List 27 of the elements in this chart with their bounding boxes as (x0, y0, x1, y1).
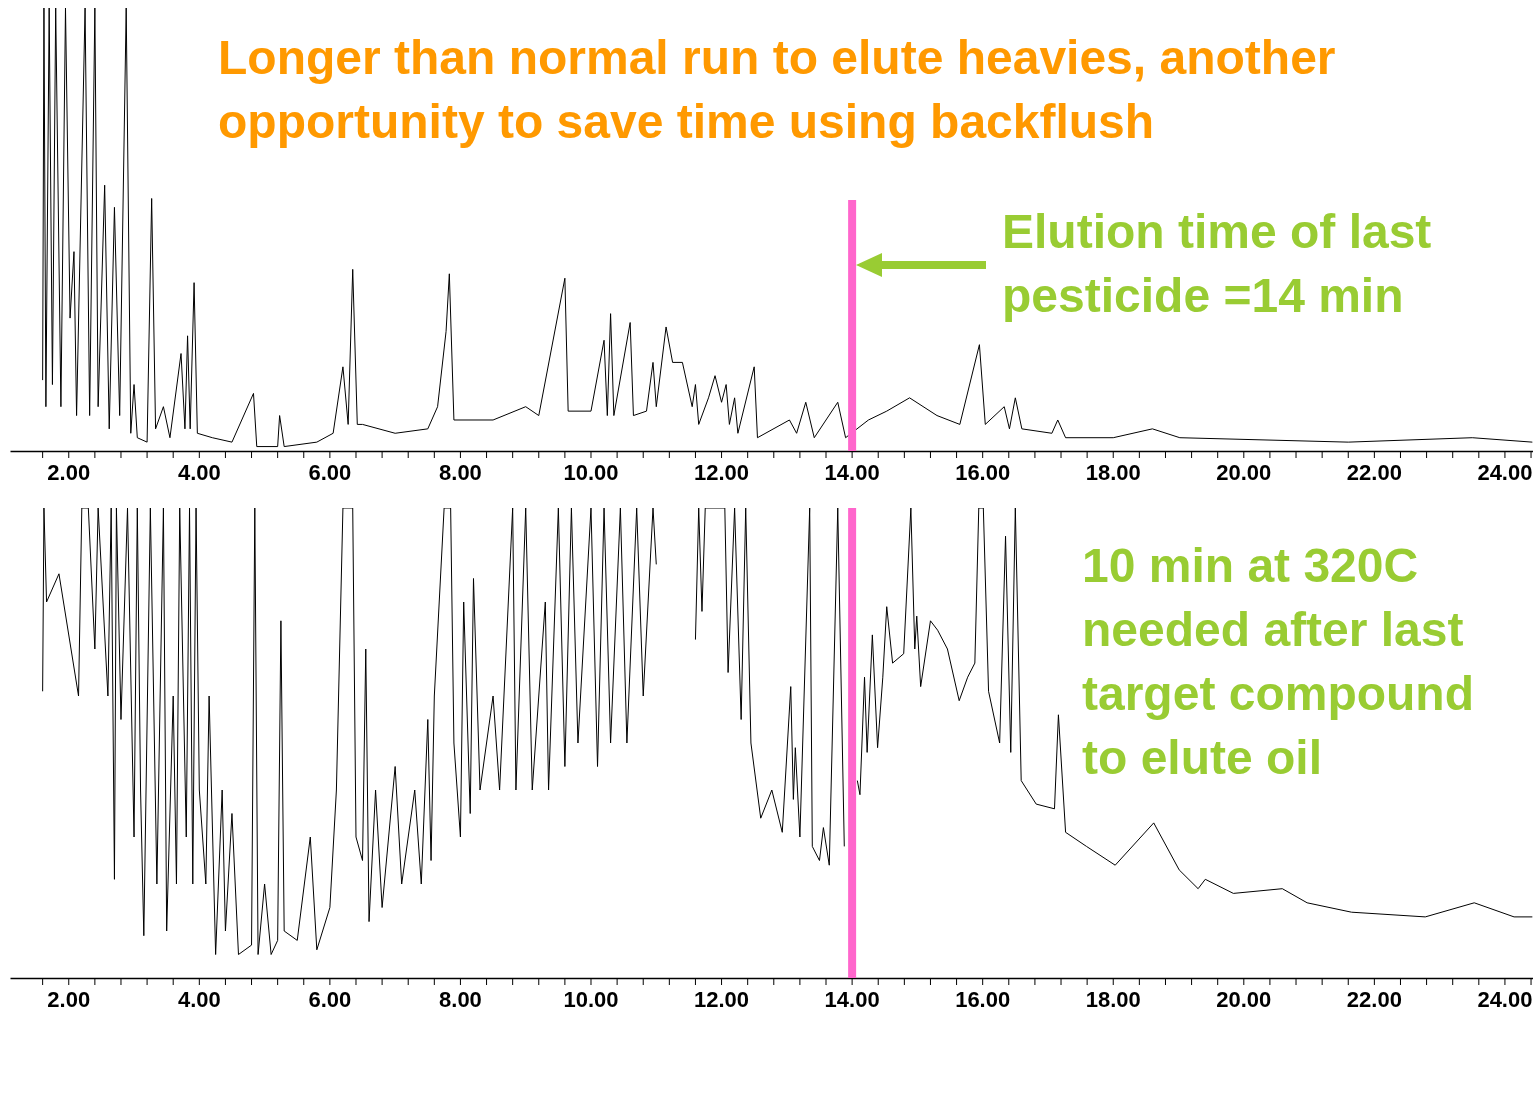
x-tick-label: 16.00 (955, 460, 1011, 485)
x-tick-label: 18.00 (1085, 460, 1141, 485)
x-tick-label: 2.00 (47, 460, 91, 485)
x-tick-label: 24.00 (1477, 987, 1533, 1012)
x-tick-label: 20.00 (1216, 460, 1272, 485)
x-tick-label: 8.00 (439, 460, 482, 485)
x-tick-label: 12.00 (694, 460, 750, 485)
x-tick-label: 18.00 (1085, 987, 1141, 1012)
x-tick-label: 6.00 (308, 460, 352, 485)
x-tick-label: 14.00 (824, 460, 880, 485)
x-tick-label: 24.00 (1477, 460, 1533, 485)
x-tick-label: 4.00 (177, 987, 221, 1012)
x-tick-label: 22.00 (1346, 987, 1402, 1012)
x-tick-label: 8.00 (439, 987, 482, 1012)
x-tick-label: 10.00 (563, 987, 619, 1012)
annotation: Longer than normal run to elute heavies, another opportunity to save time using backflush (218, 31, 1336, 148)
annotation: 10 min at 320C needed after last target compound to elute oil (1082, 539, 1474, 784)
x-tick-label: 10.00 (563, 460, 619, 485)
x-tick-label: 14.00 (824, 987, 880, 1012)
x-tick-label: 12.00 (694, 987, 750, 1012)
x-tick-label: 16.00 (955, 987, 1011, 1012)
x-tick-label: 2.00 (47, 987, 91, 1012)
annotation: Elution time of last pesticide =14 min (1002, 205, 1432, 322)
x-tick-label: 4.00 (177, 460, 221, 485)
x-tick-label: 20.00 (1216, 987, 1272, 1012)
x-tick-label: 22.00 (1346, 460, 1402, 485)
x-tick-label: 6.00 (308, 987, 352, 1012)
